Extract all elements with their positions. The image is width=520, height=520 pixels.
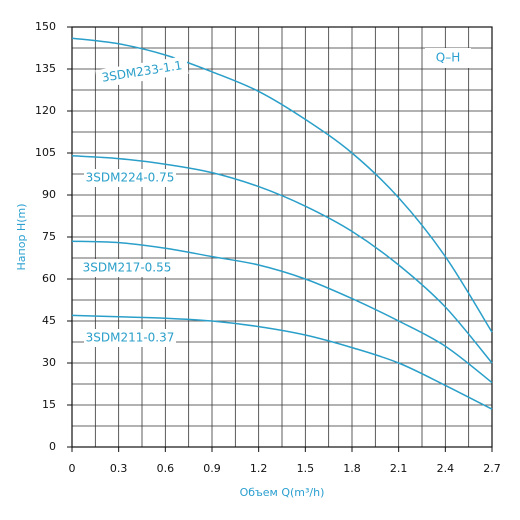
x-tick-label: 1.8 (343, 462, 361, 475)
label-box (84, 169, 176, 187)
x-tick-label: 0.3 (110, 462, 128, 475)
series-line (71, 240, 493, 384)
x-axis-title: Объем Q(m³/h) (240, 486, 325, 499)
x-tick-label: 2.7 (483, 462, 501, 475)
series-line (71, 314, 493, 410)
y-tick-label: 75 (42, 230, 56, 243)
y-tick-label: 120 (35, 104, 56, 117)
curve-label-text: 3SDM217-0.55 (83, 261, 172, 275)
annotation-box (425, 48, 471, 68)
label-box (95, 55, 189, 89)
curve-label: 3SDM217-0.55 (81, 259, 173, 277)
label-box (81, 259, 173, 277)
plot-frame (71, 26, 493, 448)
series-line (71, 37, 493, 333)
y-tick-label: 90 (42, 188, 56, 201)
x-tick-label: 2.1 (390, 462, 408, 475)
y-tick-label: 30 (42, 356, 56, 369)
x-tick-label: 0 (69, 462, 76, 475)
x-tick-label: 2.4 (437, 462, 455, 475)
curve-label-text: 3SDM224-0.75 (86, 171, 175, 185)
y-axis-title: Напор H(m) (15, 204, 28, 271)
y-tick-label: 135 (35, 62, 56, 75)
x-tick-label: 1.2 (250, 462, 268, 475)
curve-label-text: 3SDM211-0.37 (86, 331, 175, 345)
x-tick-label: 0.9 (203, 462, 221, 475)
y-tick-label: 105 (35, 146, 56, 159)
y-tick-label: 15 (42, 398, 56, 411)
curve-label: 3SDM224-0.75 (84, 169, 176, 187)
curve-label: 3SDM211-0.37 (84, 329, 176, 347)
label-box (84, 329, 176, 347)
y-tick-label: 0 (49, 440, 56, 453)
x-tick-label: 0.6 (157, 462, 175, 475)
y-tick-label: 60 (42, 272, 56, 285)
series-line (71, 155, 493, 364)
y-tick-label: 150 (35, 20, 56, 33)
x-tick-label: 1.5 (297, 462, 315, 475)
y-tick-label: 45 (42, 314, 56, 327)
annotation: Q–H (436, 51, 460, 65)
